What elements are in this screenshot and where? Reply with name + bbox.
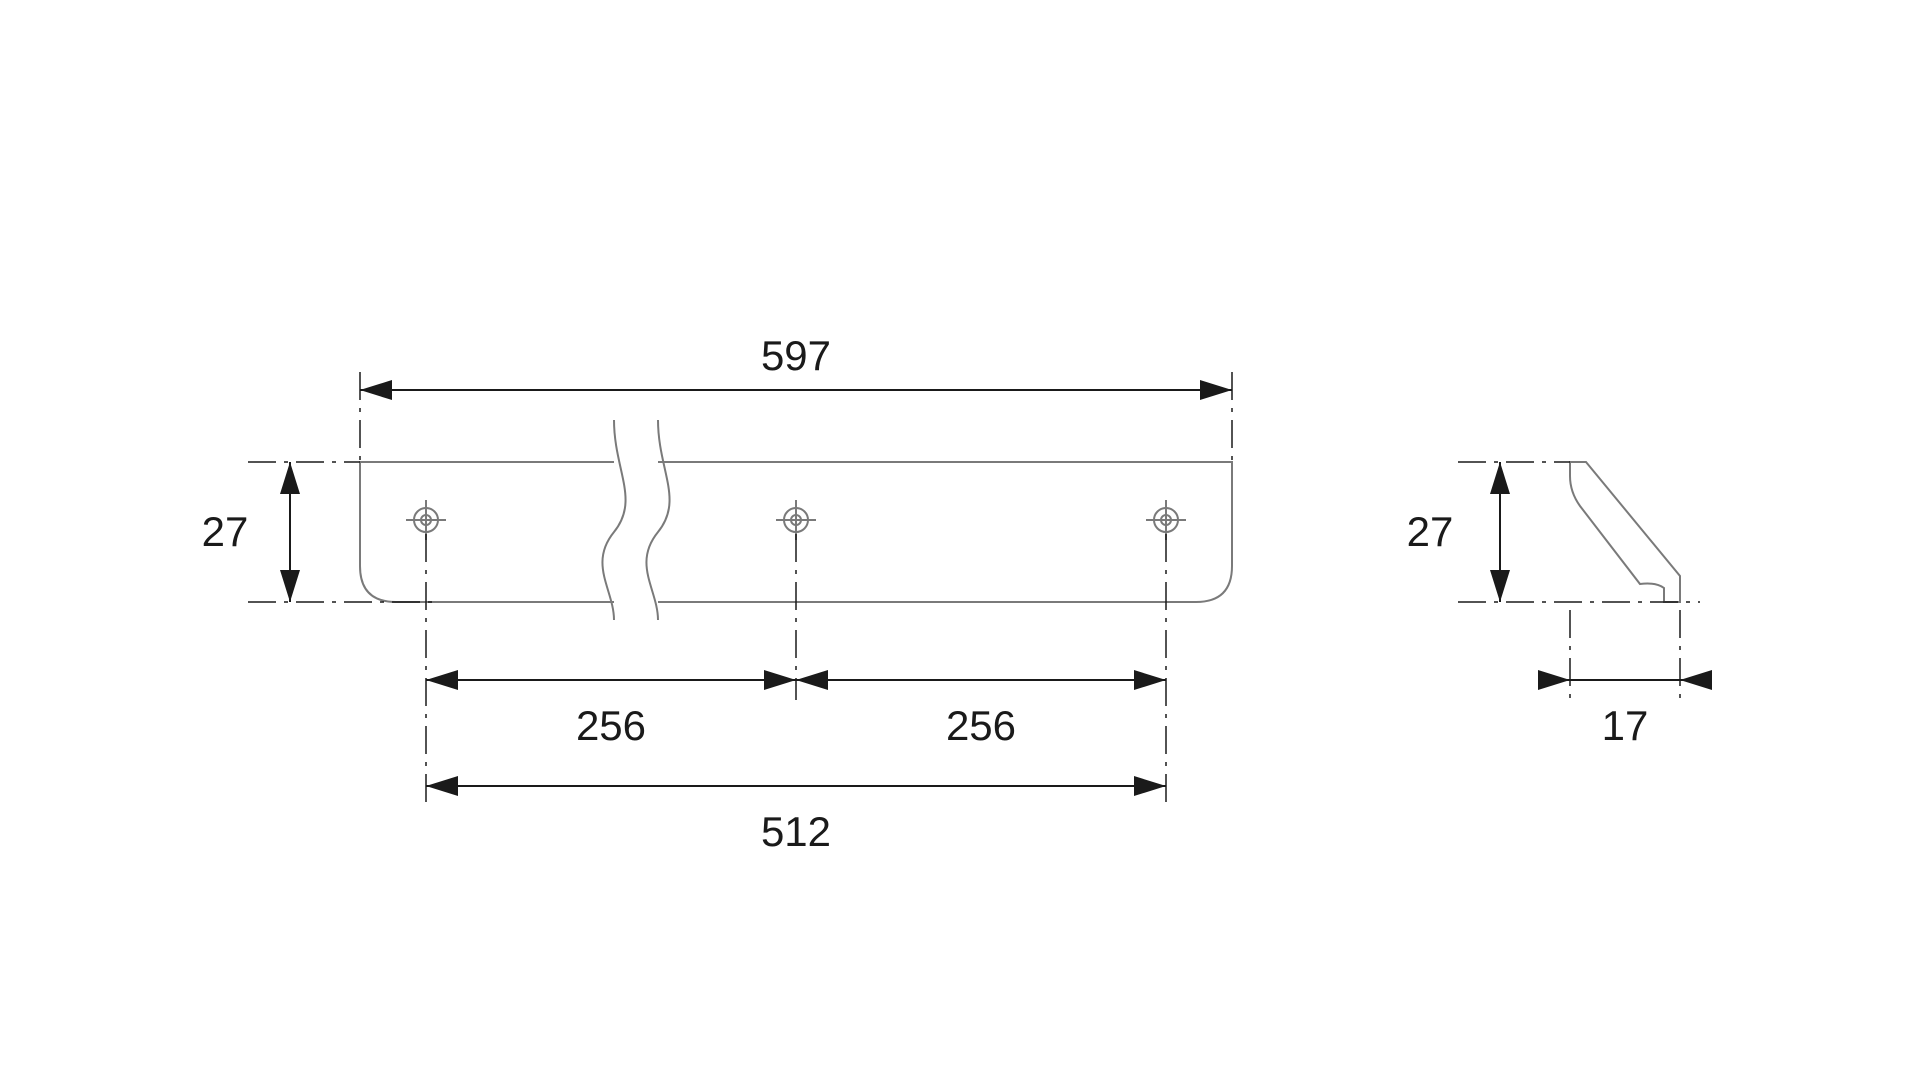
dim-height-right: 27 (1407, 462, 1510, 602)
dim-hole-left-label: 256 (576, 702, 646, 749)
dim-side-depth-label: 17 (1602, 702, 1649, 749)
dimensions: 597 27 256 256 512 (202, 332, 1712, 855)
dim-height-right-label: 27 (1407, 508, 1454, 555)
dim-overall-width: 597 (360, 332, 1232, 400)
dim-height-left-label: 27 (202, 508, 249, 555)
dim-height-left: 27 (202, 462, 300, 602)
dim-hole-left: 256 (426, 670, 796, 749)
dim-hole-right-label: 256 (946, 702, 1016, 749)
side-outline (1570, 462, 1680, 602)
dim-overall-width-label: 597 (761, 332, 831, 379)
front-outline-left (360, 462, 614, 602)
dim-side-depth: 17 (1538, 670, 1712, 749)
technical-drawing: 597 27 256 256 512 (0, 0, 1924, 1082)
dim-hole-right: 256 (796, 670, 1166, 749)
dim-hole-span-label: 512 (761, 808, 831, 855)
break-line-2 (646, 420, 669, 620)
side-view (1570, 462, 1680, 602)
front-outline-right (658, 462, 1232, 602)
break-line-1 (602, 420, 625, 620)
dim-hole-span: 512 (426, 776, 1166, 855)
